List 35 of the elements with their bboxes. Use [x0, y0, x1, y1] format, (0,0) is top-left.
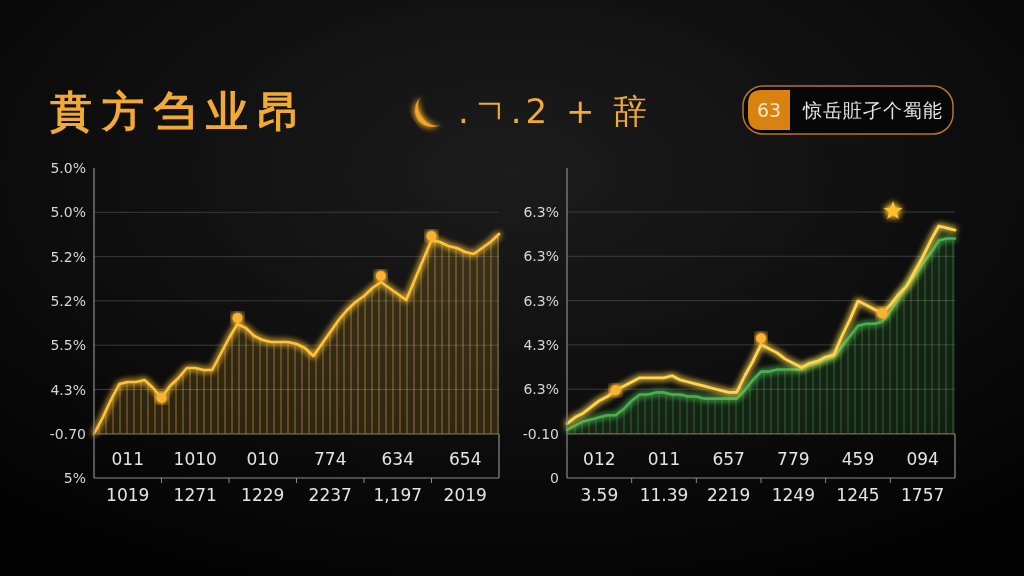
- text: 6.3%: [523, 381, 559, 398]
- x-tick-label: 459 1245: [836, 449, 880, 505]
- text: 5.0%: [50, 160, 86, 176]
- x-tick-label: 011 1019: [106, 449, 150, 505]
- chart-title: 惊岳賍孑个蜀能: [802, 99, 943, 121]
- chart-title: 賁方刍业昂: [50, 87, 310, 136]
- text: 0: [550, 469, 559, 486]
- text: 5%: [63, 470, 86, 487]
- x-tick-label: 634 1,197: [373, 449, 423, 505]
- x-tick-label: 654 2019: [443, 449, 487, 505]
- chart-subtitle: 63: [756, 99, 782, 121]
- text: 5.2%: [50, 292, 86, 309]
- text: 4.3%: [50, 381, 86, 398]
- text: 4.3%: [523, 336, 559, 353]
- x-tick-label: 094 1757: [901, 449, 945, 505]
- text: -0.10: [522, 425, 559, 442]
- x-tick-label: 1010 1271: [173, 449, 217, 505]
- text: 5.2%: [50, 248, 86, 265]
- text: 6.3%: [523, 292, 559, 309]
- x-tick-label: 011 11.39: [639, 449, 689, 505]
- point: [426, 231, 437, 241]
- x-tick-label: 012 3.59: [580, 449, 619, 505]
- point: [375, 271, 386, 281]
- text: 6.3%: [523, 248, 559, 265]
- x-tick-label: 779 1249: [771, 449, 815, 505]
- text: -0.70: [49, 425, 86, 442]
- text: 5.5%: [50, 337, 86, 354]
- text: 5.0%: [50, 204, 86, 221]
- point: [156, 393, 167, 403]
- x-tick-label: 657 2219: [707, 449, 751, 505]
- point: [232, 313, 243, 323]
- text: 6.3%: [523, 204, 559, 220]
- chart-subtitle: .ㄱ.2 + 辞: [458, 91, 652, 131]
- x-tick-label: 010 1229: [241, 449, 285, 505]
- x-tick-label: 774 2237: [308, 449, 352, 505]
